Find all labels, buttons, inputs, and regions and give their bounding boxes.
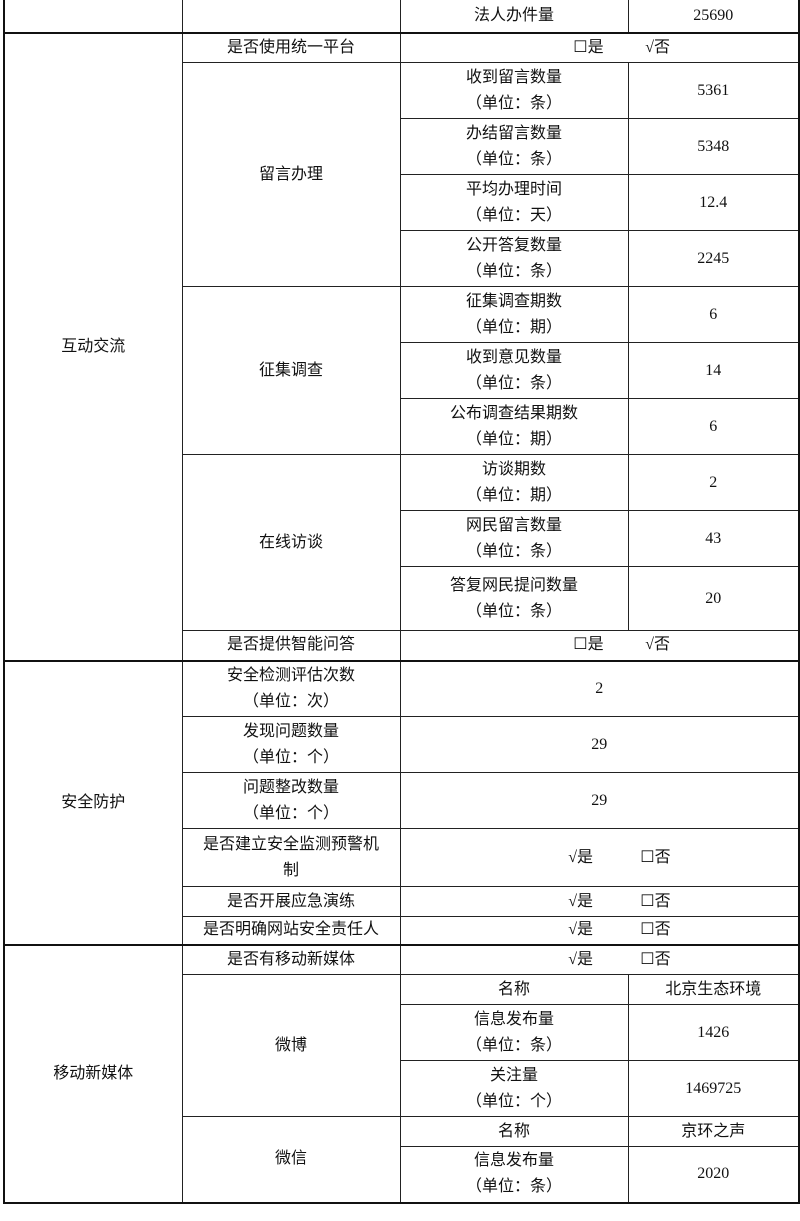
responsible-options: √是 ☐否 bbox=[399, 916, 800, 945]
item-value: 5348 bbox=[627, 118, 800, 175]
option-no: ☐否 bbox=[640, 892, 671, 910]
item-value: 2020 bbox=[627, 1146, 800, 1203]
table-row: 是否提供智能问答 ☐是 √否 bbox=[4, 630, 800, 661]
option-yes: √是 bbox=[568, 950, 594, 968]
drill-options: √是 ☐否 bbox=[399, 886, 800, 917]
item-value: 1469725 bbox=[627, 1060, 800, 1117]
table-row: 信息发布量 （单位：条） 2020 bbox=[4, 1146, 800, 1203]
item-value: 5361 bbox=[627, 62, 800, 119]
item-label: 关注量 （单位：个） bbox=[399, 1060, 629, 1117]
media-options: √是 ☐否 bbox=[399, 943, 800, 975]
item-label: 发现问题数量 （单位：个） bbox=[181, 716, 401, 773]
item-value: 25690 bbox=[627, 0, 800, 33]
table-row: 是否明确网站安全责任人 √是 ☐否 bbox=[4, 916, 800, 945]
item-value: 1426 bbox=[627, 1004, 800, 1061]
statistics-table: 法人办件量 25690 互动交流 是否使用统一平台 ☐是 √否 留言办理 收到留言… bbox=[3, 0, 800, 1204]
monitoring-options: √是 ☐否 bbox=[399, 828, 800, 887]
item-label: 信息发布量 （单位：条） bbox=[399, 1146, 629, 1203]
table-row: 平均办理时间 （单位：天） 12.4 bbox=[4, 174, 800, 231]
item-label: 平均办理时间 （单位：天） bbox=[399, 174, 629, 231]
item-label: 是否明确网站安全责任人 bbox=[181, 916, 401, 945]
subcategory-survey: 征集调查 bbox=[181, 286, 401, 455]
table-row: 发现问题数量 （单位：个） 29 bbox=[4, 716, 800, 773]
item-label: 法人办件量 bbox=[399, 0, 629, 33]
item-label: 访谈期数 （单位：期） bbox=[399, 454, 629, 511]
item-value: 2245 bbox=[627, 230, 800, 287]
item-label: 公布调查结果期数 （单位：期） bbox=[399, 398, 629, 455]
item-label: 收到留言数量 （单位：条） bbox=[399, 62, 629, 119]
item-label: 征集调查期数 （单位：期） bbox=[399, 286, 629, 343]
option-yes: √是 bbox=[568, 921, 594, 939]
table-row: 微信 名称 京环之声 bbox=[4, 1116, 800, 1203]
table-row: 是否建立安全监测预警机制 √是 ☐否 bbox=[4, 828, 800, 887]
table-row: 征集调查 征集调查期数 （单位：期） 6 bbox=[4, 286, 800, 455]
item-value: 北京生态环境 bbox=[627, 974, 800, 1005]
item-value: 京环之声 bbox=[627, 1116, 800, 1147]
item-value: 29 bbox=[399, 716, 800, 773]
table-row: 留言办理 收到留言数量 （单位：条） 5361 bbox=[4, 62, 800, 287]
option-no: √否 bbox=[645, 636, 671, 654]
item-label: 是否有移动新媒体 bbox=[181, 943, 401, 975]
option-no: ☐否 bbox=[640, 921, 671, 939]
category-interaction: 互动交流 bbox=[3, 31, 183, 661]
subcategory-weibo: 微博 bbox=[181, 974, 401, 1117]
option-yes: ☐是 bbox=[573, 38, 604, 56]
item-value: 2 bbox=[399, 659, 800, 717]
table-row: 微博 名称 北京生态环境 bbox=[4, 974, 800, 1117]
item-label: 是否使用统一平台 bbox=[181, 31, 401, 63]
category-media: 移动新媒体 bbox=[3, 943, 183, 1203]
table-row: 办结留言数量 （单位：条） 5348 bbox=[4, 118, 800, 175]
subcategory-cell bbox=[181, 0, 401, 33]
option-no: ☐否 bbox=[640, 848, 671, 866]
table-row: 关注量 （单位：个） 1469725 bbox=[4, 1060, 800, 1117]
subcategory-messages: 留言办理 bbox=[181, 62, 401, 287]
table-row: 是否开展应急演练 √是 ☐否 bbox=[4, 886, 800, 917]
subcategory-interview: 在线访谈 bbox=[181, 454, 401, 631]
table-row: 公布调查结果期数 （单位：期） 6 bbox=[4, 398, 800, 455]
subcategory-wechat: 微信 bbox=[181, 1116, 401, 1203]
category-security: 安全防护 bbox=[3, 659, 183, 945]
category-cell bbox=[3, 0, 183, 33]
item-label: 信息发布量 （单位：条） bbox=[399, 1004, 629, 1061]
unified-platform-options: ☐是 √否 bbox=[399, 31, 800, 63]
smart-qa-options: ☐是 √否 bbox=[399, 630, 800, 661]
item-label: 办结留言数量 （单位：条） bbox=[399, 118, 629, 175]
item-value: 14 bbox=[627, 342, 800, 399]
table-row: 收到意见数量 （单位：条） 14 bbox=[4, 342, 800, 399]
item-value: 20 bbox=[627, 566, 800, 631]
option-no: √否 bbox=[645, 38, 671, 56]
table-row: 安全防护 安全检测评估次数 （单位：次） 2 bbox=[3, 659, 800, 945]
item-value: 6 bbox=[627, 286, 800, 343]
item-value: 2 bbox=[627, 454, 800, 511]
option-yes: √是 bbox=[568, 892, 594, 910]
item-value: 43 bbox=[627, 510, 800, 567]
table-row: 公开答复数量 （单位：条） 2245 bbox=[4, 230, 800, 287]
item-label: 名称 bbox=[399, 1116, 629, 1147]
item-value: 12.4 bbox=[627, 174, 800, 231]
item-label: 答复网民提问数量 （单位：条） bbox=[399, 566, 629, 631]
item-label: 安全检测评估次数 （单位：次） bbox=[181, 659, 401, 717]
table-row: 法人办件量 25690 bbox=[3, 0, 800, 33]
item-label: 网民留言数量 （单位：条） bbox=[399, 510, 629, 567]
item-label: 公开答复数量 （单位：条） bbox=[399, 230, 629, 287]
item-label: 收到意见数量 （单位：条） bbox=[399, 342, 629, 399]
item-label: 是否提供智能问答 bbox=[181, 630, 401, 661]
option-yes: √是 bbox=[568, 848, 594, 866]
table-row: 移动新媒体 是否有移动新媒体 √是 ☐否 bbox=[3, 943, 800, 1203]
option-yes: ☐是 bbox=[573, 636, 604, 654]
option-no: ☐否 bbox=[640, 950, 671, 968]
item-value: 6 bbox=[627, 398, 800, 455]
item-label: 是否建立安全监测预警机制 bbox=[181, 828, 401, 887]
table-row: 网民留言数量 （单位：条） 43 bbox=[4, 510, 800, 567]
item-label: 是否开展应急演练 bbox=[181, 886, 401, 917]
item-value: 29 bbox=[399, 772, 800, 829]
item-label: 问题整改数量 （单位：个） bbox=[181, 772, 401, 829]
table-row: 互动交流 是否使用统一平台 ☐是 √否 bbox=[3, 31, 800, 661]
item-label: 名称 bbox=[399, 974, 629, 1005]
